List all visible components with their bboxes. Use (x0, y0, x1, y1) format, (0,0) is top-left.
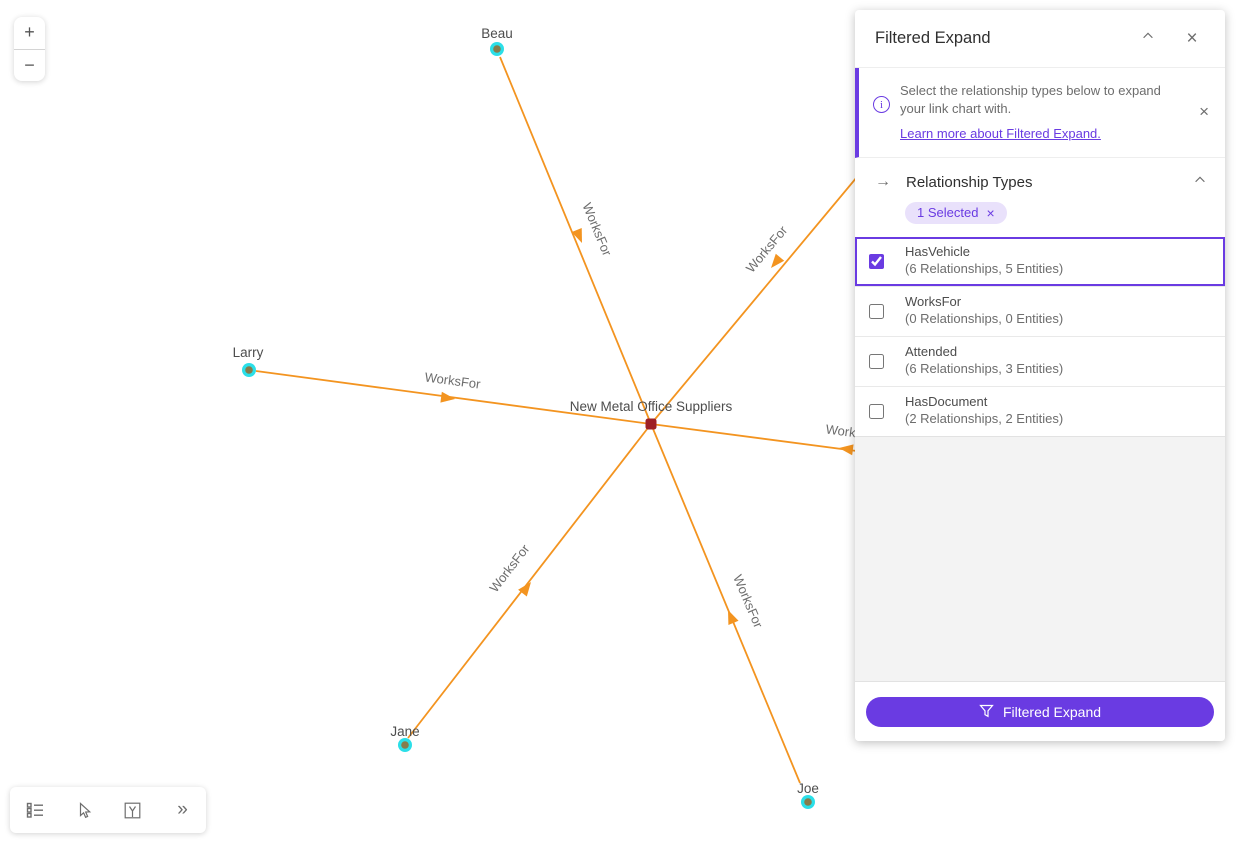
edge-jane-worksfor[interactable] (408, 424, 651, 738)
hasvehicle-checkbox[interactable] (869, 254, 884, 269)
arrow-right-icon: → (875, 173, 891, 191)
node-joe[interactable] (801, 795, 815, 809)
node-larry[interactable] (242, 363, 256, 377)
relationship-detail: (0 Relationships, 0 Entities) (905, 311, 1063, 328)
chevron-up-icon (1141, 29, 1155, 48)
zoom-in-button[interactable]: + (14, 17, 45, 49)
arrowhead-icon (723, 608, 739, 625)
clear-selection-icon[interactable]: × (986, 205, 994, 221)
panel-footer: Filtered Expand (855, 681, 1225, 741)
relationship-detail: (6 Relationships, 3 Entities) (905, 361, 1063, 378)
zoom-control: + − (14, 17, 45, 81)
node-beau[interactable] (490, 42, 504, 56)
filtered-expand-button[interactable]: Filtered Expand (866, 697, 1214, 727)
edge-label: WorksFor (743, 222, 791, 275)
selected-count-pill[interactable]: 1 Selected × (905, 202, 1007, 224)
cursor-pointer-icon (76, 802, 92, 819)
edge-topright-worksfor[interactable] (651, 159, 872, 424)
relationship-name: Attended (905, 344, 1063, 361)
edge-joe-worksfor[interactable] (651, 424, 800, 783)
legend-list-icon (26, 801, 44, 819)
node-label: Larry (233, 345, 264, 360)
info-message: i Select the relationship types below to… (855, 68, 1225, 158)
selected-count-label: 1 Selected (917, 205, 978, 220)
node-label: Beau (481, 26, 513, 41)
worksfor-checkbox[interactable] (869, 304, 884, 319)
relationship-name: WorksFor (905, 294, 1063, 311)
row-hasdocument[interactable]: HasDocument (2 Relationships, 2 Entities… (855, 386, 1225, 436)
link-chart-icon (124, 802, 141, 819)
close-panel-button[interactable]: × (1177, 24, 1207, 54)
relationship-detail: (2 Relationships, 2 Entities) (905, 411, 1063, 428)
zoom-out-button[interactable]: − (14, 50, 45, 82)
hasdocument-checkbox[interactable] (869, 404, 884, 419)
row-worksfor[interactable]: WorksFor (0 Relationships, 0 Entities) (855, 286, 1225, 336)
node-jane[interactable] (398, 738, 412, 752)
link-chart-layout-button[interactable] (116, 793, 150, 827)
node-company[interactable] (646, 419, 657, 430)
collapse-panel-button[interactable] (1133, 24, 1163, 54)
filter-funnel-icon (979, 704, 994, 721)
panel-filler (855, 436, 1225, 681)
relationship-detail: (6 Relationships, 5 Entities) (905, 261, 1063, 278)
node-label: Joe (797, 781, 819, 796)
relationship-types-header[interactable]: → Relationship Types (855, 158, 1225, 202)
info-text: Select the relationship types below to e… (900, 83, 1161, 116)
attended-checkbox[interactable] (869, 354, 884, 369)
double-chevron-right-icon: » (177, 799, 186, 821)
section-title: Relationship Types (906, 174, 1193, 191)
edge-label: WorksFor (579, 200, 615, 258)
row-attended[interactable]: Attended (6 Relationships, 3 Entities) (855, 336, 1225, 386)
node-label: Jane (390, 724, 419, 739)
filtered-expand-panel: Filtered Expand × i Select the relations… (855, 10, 1225, 741)
select-tool-button[interactable] (67, 793, 101, 827)
filtered-expand-button-label: Filtered Expand (1003, 704, 1101, 720)
info-icon: i (873, 96, 890, 113)
edge-beau-worksfor[interactable] (500, 57, 651, 424)
legend-list-button[interactable] (18, 793, 52, 827)
relationship-name: HasDocument (905, 394, 1063, 411)
close-icon: × (1186, 29, 1197, 48)
edge-label: WorksFor (424, 369, 482, 391)
row-hasvehicle[interactable]: HasVehicle (6 Relationships, 5 Entities) (855, 236, 1225, 286)
relationship-type-list: HasVehicle (6 Relationships, 5 Entities)… (855, 236, 1225, 436)
dismiss-info-button[interactable]: × (1193, 102, 1215, 122)
expand-toolbar-button[interactable]: » (165, 793, 199, 827)
chevron-up-icon (1193, 173, 1207, 192)
panel-title: Filtered Expand (875, 29, 1119, 48)
node-label: New Metal Office Suppliers (570, 399, 733, 414)
panel-header: Filtered Expand × (855, 10, 1225, 68)
relationship-name: HasVehicle (905, 244, 1063, 261)
link-chart-toolbar: » (10, 787, 206, 833)
selection-summary: 1 Selected × (855, 202, 1225, 236)
learn-more-link[interactable]: Learn more about Filtered Expand. (900, 125, 1101, 143)
